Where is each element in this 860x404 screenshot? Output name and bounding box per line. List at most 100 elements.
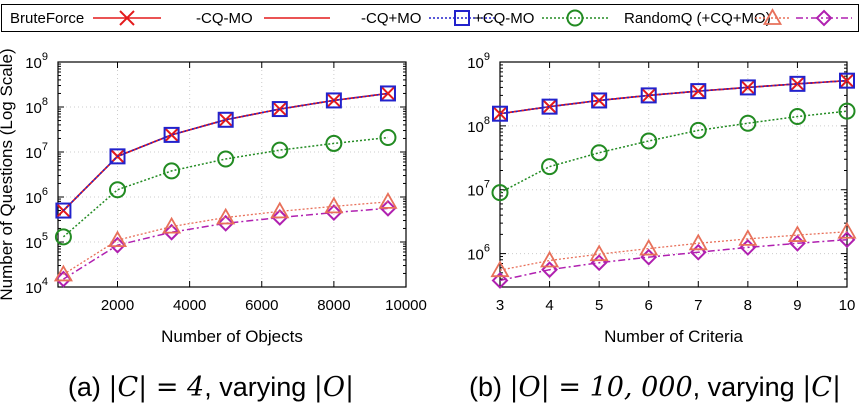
data-point-diamond xyxy=(271,209,289,226)
data-point-triangle xyxy=(216,207,236,225)
y-tick-label: 108 xyxy=(25,96,48,117)
caption-a-prefix: (a) xyxy=(68,372,109,402)
caption-b: (b) |O| = 10, 000, varying |C| xyxy=(469,372,841,403)
series--cq-mo xyxy=(499,79,848,115)
legend-label: -CQ-MO xyxy=(196,10,253,27)
data-point-square xyxy=(325,92,342,109)
caption-b-math2: |C| xyxy=(802,372,841,403)
data-point-square xyxy=(640,87,657,104)
x-tick-label: 10000 xyxy=(385,297,427,314)
data-point-square xyxy=(217,111,234,128)
data-point-diamond xyxy=(325,204,343,222)
series-line xyxy=(63,207,389,280)
legend-label: -CQ+MO xyxy=(361,10,421,27)
data-point-circle xyxy=(325,134,343,152)
y-tick-label: 108 xyxy=(467,115,490,136)
data-point-triangle xyxy=(378,192,398,209)
data-point-circle xyxy=(163,162,181,180)
legend-marker-x xyxy=(119,10,135,26)
x-tick-label: 5 xyxy=(595,297,603,314)
series-line xyxy=(62,136,389,238)
data-point-triangle xyxy=(324,196,344,214)
x-tick-label: 2000 xyxy=(101,297,134,314)
legend-marker-square xyxy=(454,10,470,26)
legend-label: +CQ-MO xyxy=(474,10,534,27)
x-axis-label: Number of Criteria xyxy=(604,327,743,346)
data-point-triangle xyxy=(490,260,510,278)
data-point-square xyxy=(591,92,608,109)
series-line xyxy=(499,238,848,282)
data-point-x xyxy=(492,106,508,122)
x-tick-label: 8 xyxy=(744,297,752,314)
legend-marker-diamond xyxy=(815,9,833,27)
y-tick-label: 105 xyxy=(25,231,48,252)
data-point-circle xyxy=(491,184,509,202)
data-point-circle xyxy=(541,158,559,176)
data-point-circle xyxy=(109,181,127,199)
x-tick-label: 6 xyxy=(645,297,653,314)
data-point-triangle xyxy=(639,238,659,256)
data-point-circle xyxy=(54,228,72,246)
y-axis: 106 107 108 109 xyxy=(467,51,847,288)
chart-panel-a: 2000 4000 6000 8000 10000 104 105 106 107 108 109 N… xyxy=(0,48,427,346)
series-randomq-cq-mo- xyxy=(490,221,857,278)
data-point-square xyxy=(163,126,180,143)
series-line xyxy=(62,92,389,212)
data-point-triangle xyxy=(162,216,182,234)
caption-b-mid: , varying xyxy=(693,372,803,402)
data-point-circle xyxy=(379,129,397,147)
x-axis: 3 4 5 6 7 8 9 10 xyxy=(496,62,855,314)
x-axis-label: Number of Objects xyxy=(161,327,303,346)
data-point-square xyxy=(55,202,72,219)
data-point-triangle xyxy=(738,229,758,246)
x-tick-label: 4 xyxy=(545,297,553,314)
data-point-x xyxy=(839,72,855,89)
svg-text:(b) |O| = 10, 000, varying |C|: (b) |O| = 10, 000, varying |C| xyxy=(469,372,841,403)
data-point-triangle xyxy=(787,225,807,242)
data-point-square xyxy=(739,79,756,96)
x-tick-label: 6000 xyxy=(245,297,278,314)
series-line xyxy=(63,201,389,276)
data-point-circle xyxy=(640,132,658,150)
x-tick-label: 8000 xyxy=(317,297,350,314)
svg-text:(a) |C| = 4, varying |O|: (a) |C| = 4, varying |O| xyxy=(68,372,354,403)
legend-entry: -CQ+MO xyxy=(361,10,495,27)
legend-entry: BruteForce xyxy=(10,10,161,27)
y-axis: 104 105 106 107 108 109 xyxy=(25,51,406,297)
caption-a-mid: , varying xyxy=(204,372,314,402)
data-point-triangle xyxy=(589,244,609,262)
series--cq-mo xyxy=(55,85,396,219)
legend-entry: RandomQ (+CQ+MO) xyxy=(624,8,790,27)
caption-a-math2: |O| xyxy=(314,372,354,403)
x-tick-label: 9 xyxy=(793,297,801,314)
data-point-circle xyxy=(217,150,235,168)
data-point-square xyxy=(690,83,707,100)
data-point-diamond xyxy=(109,236,126,254)
data-point-triangle xyxy=(540,250,560,268)
data-point-circle xyxy=(838,102,856,120)
data-point-square xyxy=(839,72,855,89)
grid xyxy=(58,62,406,287)
y-tick-label: 106 xyxy=(25,186,48,207)
series--cq-mo xyxy=(492,72,855,122)
legend: BruteForce -CQ-MO -CQ+MO +CQ-MO RandomQ (+CQ… xyxy=(1,4,859,32)
data-point-circle xyxy=(590,144,608,162)
data-point-square xyxy=(492,105,508,122)
data-point-circle xyxy=(689,121,707,139)
data-point-triangle xyxy=(688,233,708,251)
legend-entry: +CQ-MO xyxy=(474,9,608,27)
plot-frame xyxy=(57,61,407,288)
legend-label: BruteForce xyxy=(10,10,84,27)
y-tick-label: 104 xyxy=(25,276,48,297)
data-point-circle xyxy=(788,108,806,126)
data-point-triangle xyxy=(107,230,128,248)
x-tick-label: 7 xyxy=(694,297,702,314)
series--cq-mo xyxy=(491,102,856,202)
y-tick-label: 109 xyxy=(467,51,490,72)
data-point-square xyxy=(109,148,126,165)
y-tick-label: 107 xyxy=(467,179,490,200)
data-point-triangle xyxy=(270,201,290,219)
chart-panel-b: 3 4 5 6 7 8 9 10 106 107 108 109 Number of Criteria xyxy=(467,51,857,346)
data-point-diamond xyxy=(379,199,397,217)
data-point-diamond xyxy=(217,214,235,232)
